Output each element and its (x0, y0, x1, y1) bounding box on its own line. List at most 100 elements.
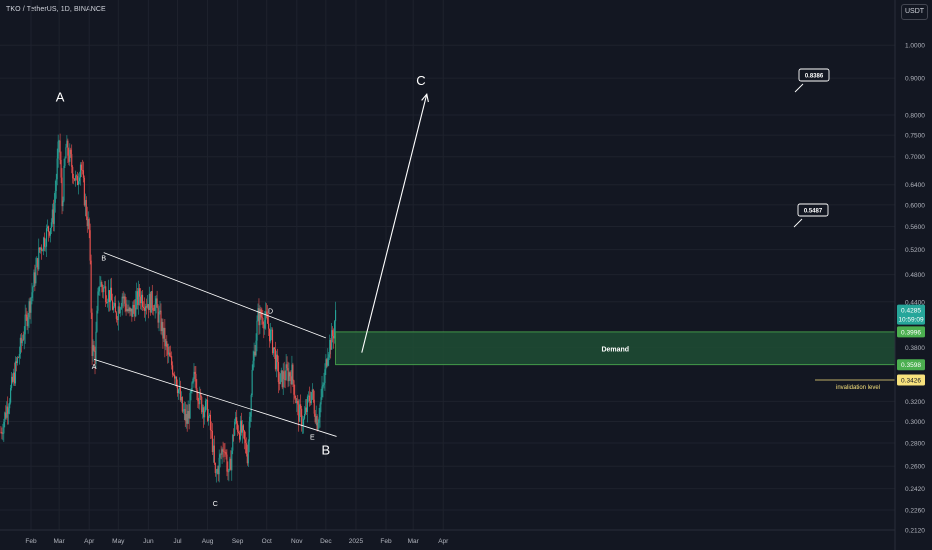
candle-body (139, 288, 141, 297)
candle-body (252, 360, 254, 370)
candle-body (23, 334, 25, 340)
candle-body (137, 291, 139, 306)
candle-body (239, 420, 242, 440)
y-tick-label: 0.3000 (905, 419, 925, 426)
candle-body (304, 407, 307, 414)
candle-body (205, 400, 207, 411)
candle-body (56, 158, 58, 180)
candle-body (142, 294, 144, 307)
candle-body (147, 304, 149, 310)
x-tick-label: Mar (54, 538, 66, 545)
candle-body (212, 445, 214, 452)
candle-body (207, 415, 210, 421)
candle-body (280, 370, 282, 374)
candle-body (160, 310, 162, 332)
currency-badge[interactable]: USDT (901, 4, 928, 20)
candle-body (46, 226, 49, 229)
y-tick-label: 0.2120 (905, 528, 925, 535)
candle-body (88, 218, 90, 231)
target-pointer (794, 83, 804, 93)
candle-body (255, 340, 257, 356)
candle-body (136, 291, 138, 300)
wave-label: B (101, 256, 106, 263)
candle-body (140, 296, 142, 304)
candle-body (209, 414, 211, 431)
candle-body (199, 392, 201, 405)
candle-body (245, 443, 247, 455)
demand-bottom-badge: 0.3598 (901, 362, 921, 369)
candle-body (235, 417, 237, 422)
candle-body (134, 307, 136, 317)
candle-body (183, 409, 185, 411)
candle-body (78, 177, 81, 182)
candle-body (189, 393, 191, 419)
candle-body (196, 387, 198, 393)
x-tick-label: Oct (262, 538, 272, 545)
candle-body (275, 354, 277, 370)
candle-body (206, 399, 208, 401)
candle-body (132, 304, 134, 317)
candle-body (26, 314, 28, 327)
candle-body (154, 303, 156, 311)
candle-body (248, 421, 250, 442)
candle-body (97, 291, 99, 311)
candle-body (58, 140, 60, 142)
candle-body (236, 417, 238, 424)
candle-body (330, 340, 332, 350)
y-tick-label: 0.6000 (905, 202, 925, 209)
candle-body (20, 337, 22, 344)
candle-body (284, 379, 286, 380)
candle-body (306, 396, 308, 412)
candle-body (295, 397, 297, 404)
candle-body (314, 413, 316, 423)
candle-body (128, 307, 130, 312)
candle-body (276, 354, 278, 362)
candle-body (244, 439, 246, 444)
candle-body (161, 322, 163, 332)
grid (0, 0, 895, 531)
candle-body (92, 345, 94, 356)
candle-body (59, 140, 61, 160)
candle-body (116, 318, 118, 321)
candle-body (247, 441, 249, 464)
candle-body (213, 445, 215, 463)
candle-body (151, 291, 153, 308)
candle-body (215, 472, 217, 474)
candle-body (323, 383, 325, 385)
candle-body (67, 140, 69, 156)
x-tick-label: Feb (25, 538, 37, 545)
candle-body (3, 421, 5, 434)
candle-body (312, 389, 314, 400)
candle-body (188, 411, 190, 419)
candle-body (175, 376, 178, 386)
candle-body (118, 306, 120, 314)
x-tick-label: Jun (143, 538, 154, 545)
candle-body (27, 317, 29, 327)
candle-body (57, 141, 59, 159)
candle-body (112, 306, 114, 310)
candle-body (84, 200, 86, 206)
candle-body (172, 365, 174, 375)
candle-body (173, 374, 175, 376)
candle-body (36, 258, 38, 267)
candle-body (328, 354, 330, 358)
candle-body (5, 412, 7, 418)
candle-body (299, 404, 301, 422)
candle-body (123, 296, 125, 299)
candle-body (135, 299, 137, 317)
candle-body (318, 417, 320, 423)
candle-body (148, 293, 150, 310)
wave-label: E (310, 435, 315, 442)
y-tick-label: 0.3800 (905, 345, 925, 352)
candles (0, 133, 337, 483)
candle-body (332, 330, 334, 336)
candle-body (263, 324, 265, 329)
candle-body (272, 347, 275, 354)
candle-body (224, 451, 226, 453)
candle-body (96, 310, 98, 332)
candle-body (28, 301, 30, 318)
candle-body (300, 404, 302, 409)
candle-body (270, 329, 272, 342)
y-tick-label: 0.4800 (905, 272, 925, 279)
